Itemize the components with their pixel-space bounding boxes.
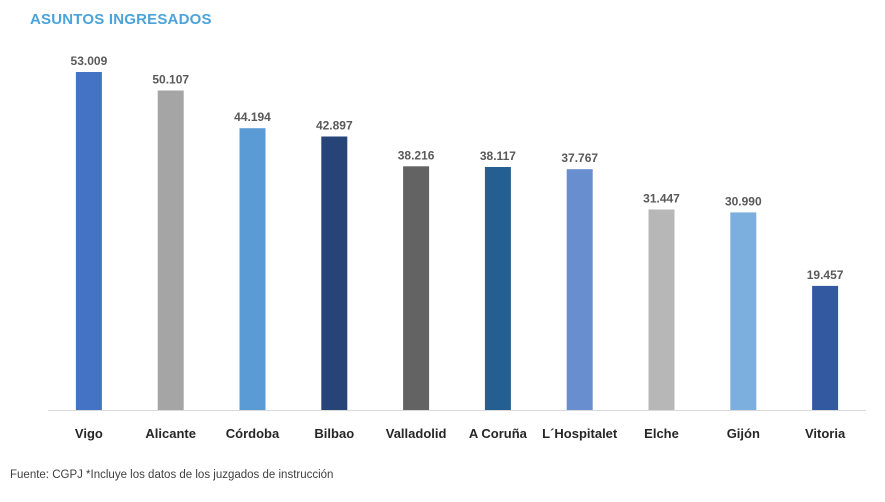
bar-alicante bbox=[157, 90, 184, 410]
category-label: L´Hospitalet bbox=[542, 426, 618, 441]
data-label: 44.194 bbox=[234, 110, 271, 124]
bar-l-hospitalet bbox=[566, 169, 593, 410]
data-label: 37.767 bbox=[561, 151, 598, 165]
category-label: Bilbao bbox=[314, 426, 354, 441]
bar-bilbao bbox=[321, 136, 348, 410]
category-label: Córdoba bbox=[226, 426, 280, 441]
data-label: 31.447 bbox=[643, 192, 680, 206]
data-label: 42.897 bbox=[316, 119, 353, 133]
data-label: 19.457 bbox=[807, 268, 844, 282]
chart-title: ASUNTOS INGRESADOS bbox=[30, 11, 212, 28]
data-label: 38.216 bbox=[398, 148, 435, 162]
category-label: Vitoria bbox=[805, 426, 846, 441]
source-note: Fuente: CGPJ *Incluye los datos de los j… bbox=[10, 469, 334, 481]
bar-valladolid bbox=[403, 166, 430, 410]
bar-elche bbox=[648, 209, 675, 410]
category-label: Vigo bbox=[75, 426, 103, 441]
data-label: 38.117 bbox=[480, 149, 516, 163]
category-label: Valladolid bbox=[386, 426, 447, 441]
bar-vigo bbox=[75, 72, 102, 410]
category-label: A Coruña bbox=[469, 426, 528, 441]
data-label: 50.107 bbox=[152, 73, 189, 87]
bar-gij-n bbox=[730, 212, 757, 410]
category-label: Alicante bbox=[145, 426, 196, 441]
category-label: Elche bbox=[644, 426, 679, 441]
data-label: 30.990 bbox=[725, 194, 762, 208]
bar-c-rdoba bbox=[239, 128, 266, 410]
bar-vitoria bbox=[812, 285, 839, 410]
data-label: 53.009 bbox=[71, 54, 108, 68]
category-label: Gijón bbox=[727, 426, 760, 441]
bar-a-coru-a bbox=[484, 167, 511, 410]
